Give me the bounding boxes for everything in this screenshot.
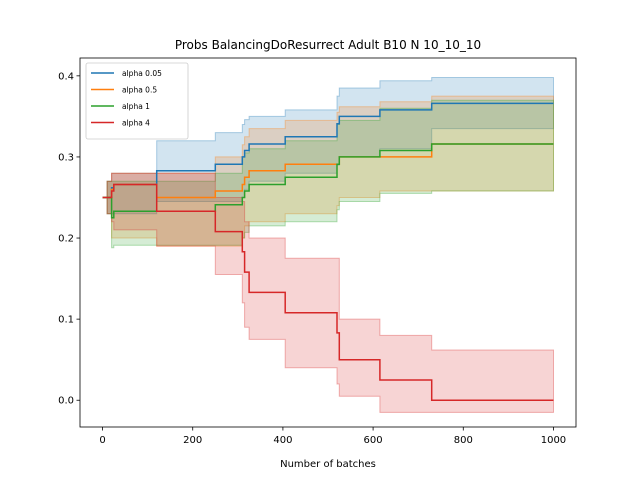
- x-tick-label: 600: [364, 435, 383, 446]
- y-tick-label: 0.1: [58, 315, 74, 326]
- plot-frame: [79, 57, 577, 428]
- legend-label: alpha 1: [122, 102, 150, 111]
- y-tick-label: 0.4: [58, 71, 74, 82]
- band-series-3: [102, 172, 554, 413]
- x-tick-label: 800: [454, 435, 473, 446]
- chart-title: Probs BalancingDoResurrect Adult B10 N 1…: [175, 38, 481, 52]
- y-tick-label: 0.0: [58, 396, 74, 407]
- x-axis: 0 200 400 600 800 1000: [99, 427, 566, 446]
- x-axis-label: Number of batches: [280, 459, 376, 470]
- legend: alpha 0.05 alpha 0.5 alpha 1 alpha 4: [85, 62, 189, 140]
- x-tick-label: 400: [273, 435, 292, 446]
- legend-label: alpha 0.5: [122, 86, 157, 95]
- line-series-3: [102, 183, 554, 401]
- legend-label: alpha 0.05: [122, 69, 162, 78]
- x-tick-label: 200: [183, 435, 202, 446]
- legend-box: [85, 62, 189, 140]
- x-tick-label: 1000: [541, 435, 566, 446]
- y-tick-label: 0.3: [58, 152, 74, 163]
- y-axis: 0.0 0.1 0.2 0.3 0.4: [58, 71, 80, 407]
- x-tick-label: 0: [99, 435, 105, 446]
- legend-label: alpha 4: [122, 119, 150, 128]
- series-lines: [102, 102, 554, 401]
- line-series-2: [102, 143, 554, 219]
- y-tick-label: 0.2: [58, 234, 74, 245]
